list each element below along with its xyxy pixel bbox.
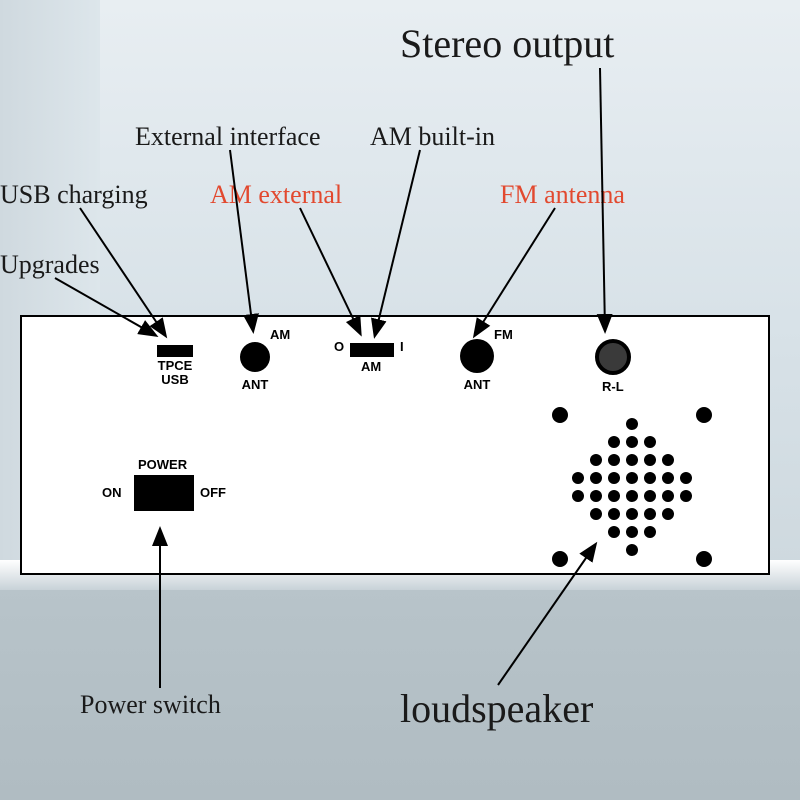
power-title: POWER (138, 457, 187, 472)
power-switch (134, 475, 194, 511)
speaker-hole (608, 472, 620, 484)
usb-port (157, 345, 193, 357)
speaker-hole (608, 436, 620, 448)
speaker-hole (626, 490, 638, 502)
callout-usb-charging: USB charging (0, 180, 148, 210)
am-label-bottom: ANT (240, 377, 270, 392)
fm-antenna-jack (460, 339, 494, 373)
speaker-hole (608, 454, 620, 466)
stereo-output-jack (595, 339, 631, 375)
speaker-hole (644, 526, 656, 538)
speaker-hole (590, 472, 602, 484)
callout-am-external: AM external (210, 180, 342, 210)
speaker-hole (626, 436, 638, 448)
usb-label-line1: TPCE (158, 358, 193, 373)
power-off-label: OFF (200, 485, 226, 500)
am-switch-o-label: O (334, 339, 344, 354)
loudspeaker-grille (552, 407, 712, 567)
fm-label-top: FM (494, 327, 513, 342)
speaker-corner-hole (696, 551, 712, 567)
speaker-hole (626, 454, 638, 466)
stereo-label: R-L (602, 379, 624, 394)
speaker-hole (644, 472, 656, 484)
speaker-hole (680, 490, 692, 502)
am-label-top: AM (270, 327, 290, 342)
speaker-hole (644, 436, 656, 448)
usb-label: TPCE USB (155, 359, 195, 387)
speaker-hole (680, 472, 692, 484)
speaker-hole (590, 454, 602, 466)
device-panel: TPCE USB AM ANT O I AM FM ANT R-L POWER … (20, 315, 770, 575)
speaker-hole (626, 472, 638, 484)
callout-external-interface: External interface (135, 122, 321, 152)
speaker-hole (572, 472, 584, 484)
am-switch-i-label: I (400, 339, 404, 354)
speaker-hole (626, 526, 638, 538)
speaker-hole (626, 508, 638, 520)
speaker-hole (662, 472, 674, 484)
speaker-hole (590, 490, 602, 502)
speaker-hole (608, 490, 620, 502)
speaker-corner-hole (552, 551, 568, 567)
speaker-hole (608, 526, 620, 538)
callout-loudspeaker: loudspeaker (400, 685, 593, 732)
speaker-hole (572, 490, 584, 502)
speaker-hole (626, 418, 638, 430)
am-mode-switch (350, 343, 394, 357)
arrow-am-builtin (375, 150, 420, 335)
usb-label-line2: USB (161, 372, 188, 387)
speaker-hole (626, 544, 638, 556)
callout-am-built-in: AM built-in (370, 122, 495, 152)
callout-fm-antenna: FM antenna (500, 180, 625, 210)
callout-upgrades: Upgrades (0, 250, 100, 280)
speaker-hole (644, 454, 656, 466)
am-switch-label: AM (361, 359, 381, 374)
speaker-hole (662, 490, 674, 502)
callout-stereo-output: Stereo output (400, 20, 614, 67)
am-antenna-jack (240, 342, 270, 372)
power-on-label: ON (102, 485, 122, 500)
speaker-hole (608, 508, 620, 520)
speaker-hole (644, 508, 656, 520)
speaker-hole (662, 508, 674, 520)
speaker-hole (644, 490, 656, 502)
speaker-hole (662, 454, 674, 466)
speaker-corner-hole (696, 407, 712, 423)
arrow-ext-interface (230, 150, 253, 330)
fm-label-bottom: ANT (462, 377, 492, 392)
speaker-hole (590, 508, 602, 520)
speaker-corner-hole (552, 407, 568, 423)
callout-power-switch: Power switch (80, 690, 221, 720)
